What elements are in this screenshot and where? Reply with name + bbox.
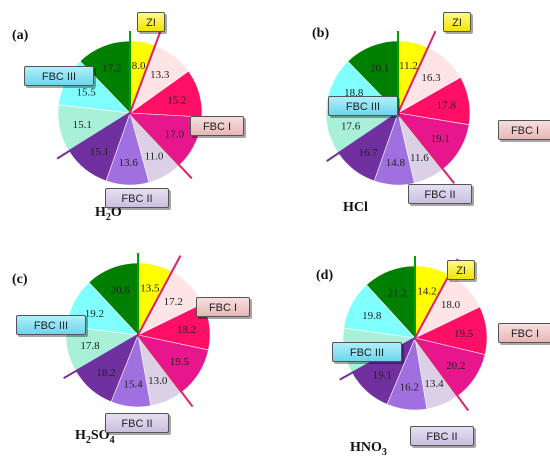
slice-value-label: 17.6: [341, 120, 361, 132]
slice-value-label: 15.2: [167, 94, 186, 106]
chart-title: H2O: [95, 205, 122, 223]
slice-value-label: 15.4: [123, 379, 143, 391]
pie-chart-4: 14.218.019.520.213.416.219.118.519.821.2: [339, 256, 488, 412]
slice-value-label: 21.2: [388, 287, 407, 299]
group-label-fbc1: FBC I: [196, 297, 250, 317]
group-label-fbc2: FBC II: [105, 413, 169, 433]
slice-value-label: 17.8: [437, 99, 457, 111]
group-label-fbc3: FBC III: [24, 66, 94, 86]
group-label-zi: ZI: [447, 260, 475, 280]
group-label-fbc1: FBC I: [190, 116, 244, 136]
divider-fbc2: [137, 334, 194, 408]
slice-value-label: 20.1: [370, 63, 389, 75]
slice-value-label: 13.4: [424, 378, 444, 390]
group-label-fbc1: FBC I: [498, 120, 550, 140]
slice-value-label: 19.5: [454, 328, 474, 340]
slice-value-label: 16.2: [400, 382, 419, 394]
slice-value-label: 19.5: [170, 356, 190, 368]
slice-value-label: 20.6: [110, 284, 130, 296]
divider-fbc1: [397, 30, 437, 114]
slice-value-label: 13.6: [119, 157, 139, 169]
slice-value-label: 18.2: [96, 367, 115, 379]
slice-value-label: 18.2: [177, 324, 196, 336]
divider-fbc2: [129, 112, 193, 180]
slice-value-label: 15.1: [73, 119, 92, 131]
group-label-fbc1: FBC I: [498, 323, 550, 343]
divider-fbc3: [326, 112, 399, 162]
pie-chart-3: 13.5 17.2 18.2 19.513.0 15.4 18.2 17.8 19.2 20.6: [63, 253, 211, 408]
slice-value-label: 11.0: [145, 151, 164, 163]
panel-label: (a): [12, 28, 29, 43]
divider-fbc3: [63, 334, 139, 380]
group-label-zi: ZI: [137, 12, 165, 32]
slice-value-label: 17.8: [80, 340, 100, 352]
chart-title: HNO3: [350, 440, 387, 458]
slice-value-label: 17.2: [102, 63, 121, 75]
group-label-fbc2: FBC II: [408, 184, 472, 204]
group-label-fbc2: FBC II: [105, 188, 169, 208]
slice-value-label: 18.0: [441, 299, 461, 311]
chart-title: H2SO4: [75, 428, 115, 446]
slice-value-label: 19.8: [362, 310, 382, 322]
slice-value-label: 11.2: [399, 60, 418, 72]
group-label-fbc3: FBC III: [332, 342, 402, 362]
slice-value-label: 19.1: [373, 369, 392, 381]
group-label-fbc3: FBC III: [16, 315, 86, 335]
slice-value-label: 16.3: [421, 72, 441, 84]
slice-value-label: 19.1: [431, 133, 450, 145]
slice-value-label: 14.8: [386, 157, 406, 169]
slice-value-label: 16.7: [358, 147, 378, 159]
slice-value-label: 17.2: [164, 296, 183, 308]
slice-value-label: 13.0: [148, 375, 168, 387]
pie-chart-2: 11.216.317.819.111.614.816.717.618.820.1: [325, 30, 471, 186]
divider-fbc1: [129, 28, 163, 114]
group-label-fbc3: FBC III: [328, 96, 398, 116]
slice-value-label: 15.1: [90, 146, 109, 158]
group-label-fbc2: FBC II: [410, 426, 474, 446]
slice-value-label: 17.0: [165, 129, 185, 141]
slice-value-label: 13.5: [140, 283, 160, 295]
slice-value-label: 19.2: [85, 308, 104, 320]
chart-title: HCl: [343, 200, 368, 215]
divider-fbc2: [397, 112, 455, 184]
panel-label: (d): [316, 268, 334, 283]
slice-value-label: 11.6: [410, 152, 429, 164]
slice-value-label: 20.2: [446, 360, 465, 372]
panel-label: (b): [312, 26, 330, 41]
divider-fbc2: [414, 337, 470, 412]
slice-value-label: 13.3: [150, 69, 170, 81]
slice-value-label: 14.2: [417, 286, 436, 298]
pie-chart-1: 8.0 13.3 15.2 17.011.0 13.6 15.1 15.1 15.5 17.2: [56, 28, 203, 186]
divider-fbc1: [137, 255, 182, 336]
slice-value-label: 8.0: [132, 60, 146, 72]
group-label-zi: ZI: [443, 12, 471, 32]
divider-fbc3: [56, 112, 131, 160]
panel-label: (c): [12, 272, 28, 287]
slice-value-label: 15.5: [76, 86, 96, 98]
